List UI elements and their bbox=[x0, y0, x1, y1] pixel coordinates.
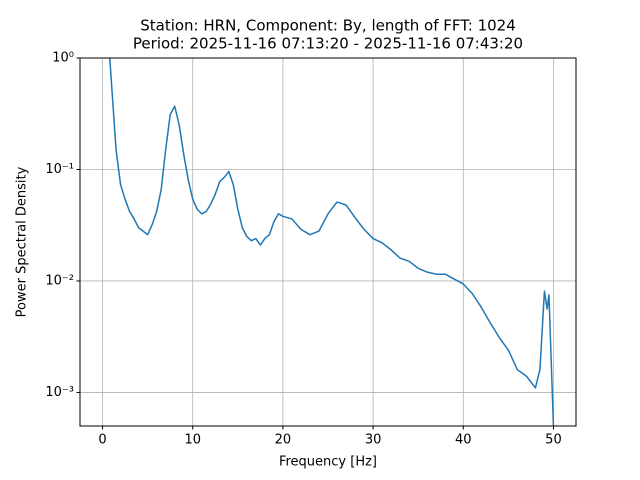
plot-area bbox=[109, 58, 555, 426]
x-tick-label: 40 bbox=[455, 433, 472, 448]
x-tick-label: 10 bbox=[184, 433, 201, 448]
data-line bbox=[109, 58, 555, 426]
x-tick-label: 50 bbox=[545, 433, 562, 448]
chart-subtitle: Period: 2025-11-16 07:13:20 - 2025-11-16… bbox=[133, 35, 523, 53]
grid bbox=[80, 57, 576, 426]
y-axis-label: Power Spectral Density bbox=[15, 166, 30, 317]
x-tick-label: 30 bbox=[365, 433, 382, 448]
x-tick-label: 0 bbox=[98, 433, 106, 448]
y-tick-label: 10⁻² bbox=[45, 273, 74, 288]
y-tick-label: 10⁰ bbox=[52, 51, 74, 66]
x-axis-label: Frequency [Hz] bbox=[279, 455, 377, 470]
y-tick-label: 10⁻¹ bbox=[45, 162, 74, 177]
x-tick-label: 20 bbox=[275, 433, 292, 448]
chart-title: Station: HRN, Component: By, length of F… bbox=[140, 17, 516, 35]
y-tick-label: 10⁻³ bbox=[45, 385, 74, 400]
axes-frame bbox=[79, 57, 577, 427]
